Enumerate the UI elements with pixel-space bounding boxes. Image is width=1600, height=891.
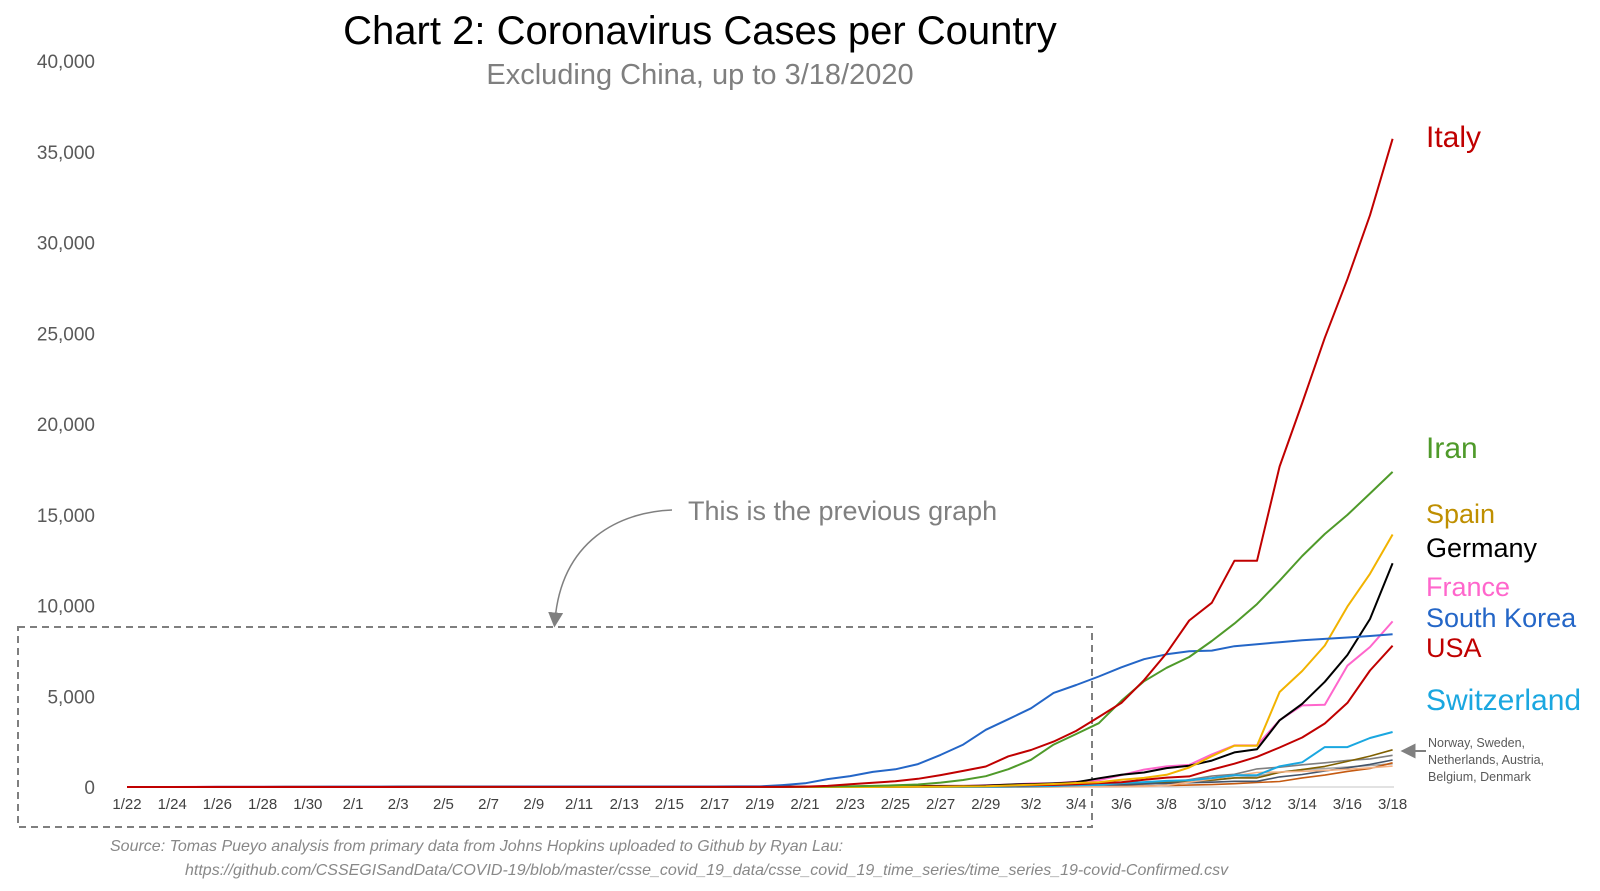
series-label-usa: USA (1426, 633, 1482, 663)
x-tick-label: 3/4 (1066, 796, 1087, 813)
series-line-south-korea (127, 633, 1393, 788)
x-tick-label: 3/18 (1378, 796, 1407, 813)
x-tick-label: 2/19 (745, 796, 774, 813)
x-tick-label: 2/17 (700, 796, 729, 813)
series-line-switzerland (172, 731, 1393, 788)
x-axis-ticks: 1/22 1/24 1/26 1/28 1/30 2/1 2/3 2/5 2/7 2/9 2/11 2… (112, 786, 1407, 813)
y-tick-label: 30,000 (37, 234, 95, 255)
series-label-france: France (1426, 572, 1510, 602)
y-axis-ticks: 0 5,000 10,000 15,000 20,000 25,000 30,000 35,0… (37, 52, 95, 799)
x-tick-label: 2/15 (655, 796, 684, 813)
x-tick-label: 2/7 (478, 796, 499, 813)
series-line-usa (127, 645, 1394, 788)
minor-countries-label: Norway, Sweden, Netherlands, Austria, Be… (1428, 736, 1548, 784)
x-tick-label: 2/13 (610, 796, 639, 813)
series-line-sweden (127, 763, 1393, 788)
minor-countries-line-1: Norway, Sweden, (1428, 736, 1525, 750)
y-tick-label: 40,000 (37, 52, 95, 73)
x-tick-label: 3/10 (1197, 796, 1226, 813)
x-tick-label: 2/21 (790, 796, 819, 813)
x-tick-label: 3/14 (1288, 796, 1317, 813)
chart-title: Chart 2: Coronavirus Cases per Country (343, 9, 1057, 53)
x-tick-label: 2/11 (565, 796, 593, 813)
y-tick-label: 15,000 (37, 506, 95, 527)
series-line-denmark (127, 765, 1393, 788)
previous-graph-box (17, 626, 1093, 828)
series-label-iran: Iran (1426, 432, 1478, 465)
series-line-austria (149, 762, 1393, 788)
x-tick-label: 3/2 (1021, 796, 1042, 813)
series-label-italy: Italy (1426, 121, 1481, 154)
x-tick-label: 1/26 (203, 796, 232, 813)
x-tick-label: 1/24 (158, 796, 187, 813)
y-tick-label: 0 (84, 778, 95, 799)
minor-countries-line-2: Netherlands, Austria, (1428, 753, 1544, 767)
y-tick-label: 35,000 (37, 143, 95, 164)
y-tick-label: 5,000 (47, 687, 95, 708)
y-tick-label: 25,000 (37, 324, 95, 345)
x-tick-label: 2/5 (433, 796, 454, 813)
annotation-label: This is the previous graph (688, 496, 997, 526)
source-url: https://github.com/CSSEGISandData/COVID-… (185, 862, 1229, 879)
series-line-germany (149, 562, 1394, 788)
source-note: Source: Tomas Pueyo analysis from primar… (110, 838, 844, 855)
y-tick-label: 20,000 (37, 415, 95, 436)
series-lines (127, 138, 1394, 788)
chart-subtitle: Excluding China, up to 3/18/2020 (486, 59, 913, 91)
x-tick-label: 2/29 (971, 796, 1000, 813)
series-line-belgium (127, 759, 1393, 788)
x-tick-label: 2/3 (388, 796, 409, 813)
series-label-germany: Germany (1426, 533, 1538, 563)
x-tick-label: 3/8 (1156, 796, 1177, 813)
x-tick-label: 3/12 (1242, 796, 1271, 813)
x-tick-label: 1/22 (112, 796, 141, 813)
x-tick-label: 2/25 (881, 796, 910, 813)
series-label-south-korea: South Korea (1426, 603, 1577, 633)
series-line-italy (127, 138, 1394, 788)
minor-countries-line-3: Belgium, Denmark (1428, 770, 1532, 784)
x-tick-label: 3/6 (1111, 796, 1132, 813)
annotation-arrow (548, 509, 673, 628)
series-label-switzerland: Switzerland (1426, 684, 1581, 717)
x-tick-label: 1/30 (293, 796, 322, 813)
x-tick-label: 2/1 (343, 796, 364, 813)
x-tick-label: 2/9 (523, 796, 544, 813)
x-tick-label: 2/23 (836, 796, 865, 813)
x-tick-label: 2/27 (926, 796, 955, 813)
y-tick-label: 10,000 (37, 597, 95, 618)
series-label-spain: Spain (1426, 499, 1495, 529)
x-tick-label: 1/28 (248, 796, 277, 813)
series-line-spain (127, 534, 1394, 788)
x-tick-label: 3/16 (1333, 796, 1362, 813)
